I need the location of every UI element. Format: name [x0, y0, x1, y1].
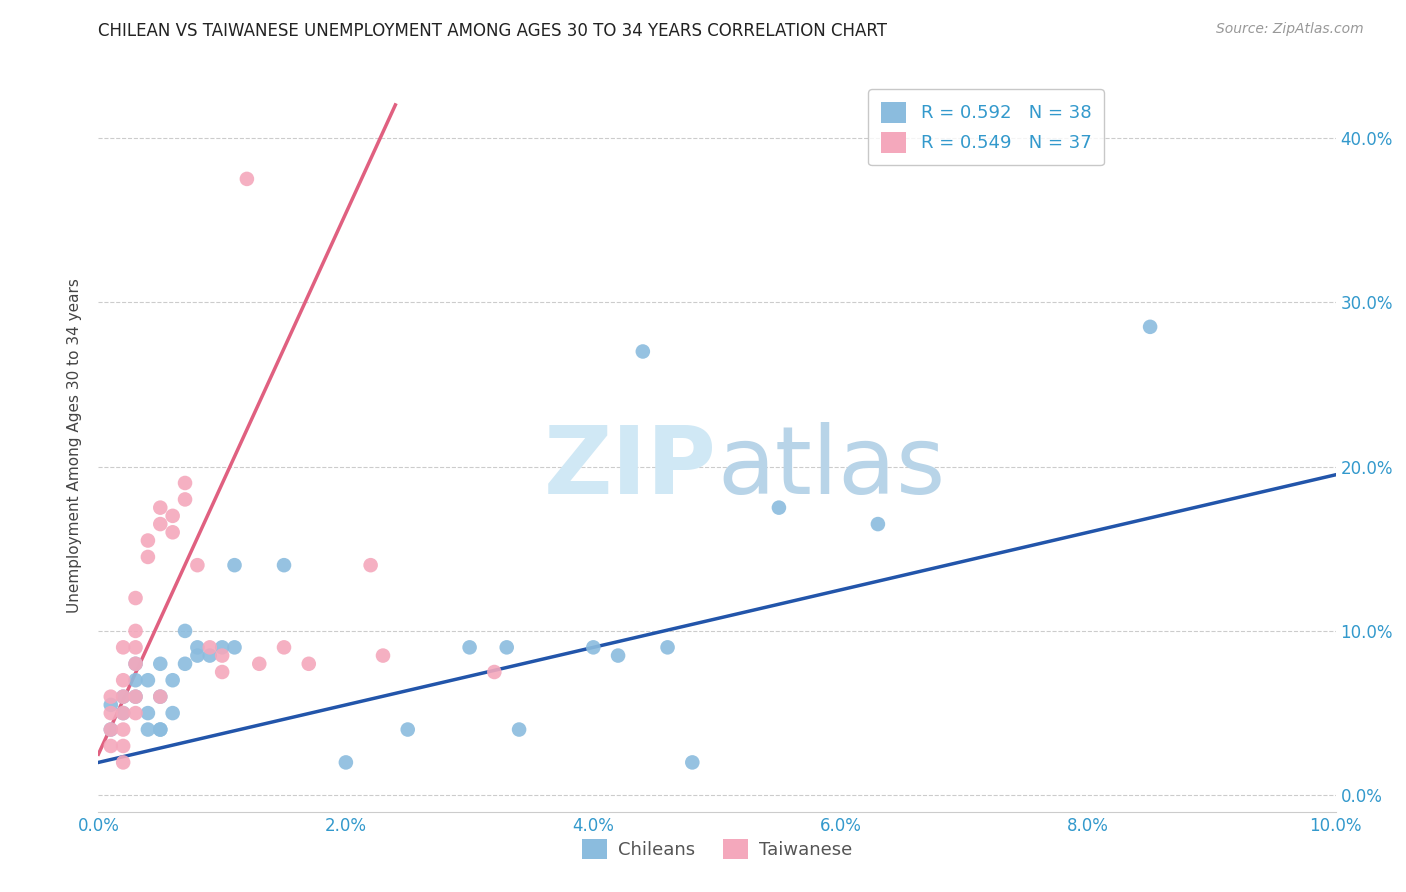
Point	[149, 723, 172, 737]
Point	[211, 640, 233, 655]
Point	[124, 657, 146, 671]
Point	[112, 756, 135, 770]
Point	[162, 508, 184, 523]
Point	[124, 690, 146, 704]
Point	[162, 525, 184, 540]
Point	[236, 172, 259, 186]
Point	[149, 723, 172, 737]
Point	[247, 657, 270, 671]
Point	[136, 723, 159, 737]
Point	[112, 640, 135, 655]
Point	[149, 657, 172, 671]
Point	[335, 756, 357, 770]
Point	[607, 648, 630, 663]
Y-axis label: Unemployment Among Ages 30 to 34 years: Unemployment Among Ages 30 to 34 years	[67, 278, 83, 614]
Point	[112, 706, 135, 720]
Point	[136, 673, 159, 688]
Text: CHILEAN VS TAIWANESE UNEMPLOYMENT AMONG AGES 30 TO 34 YEARS CORRELATION CHART: CHILEAN VS TAIWANESE UNEMPLOYMENT AMONG …	[98, 22, 887, 40]
Point	[186, 558, 208, 573]
Point	[198, 640, 221, 655]
Point	[100, 698, 122, 712]
Point	[211, 648, 233, 663]
Point	[124, 706, 146, 720]
Point	[112, 739, 135, 753]
Point	[124, 591, 146, 605]
Point	[162, 673, 184, 688]
Point	[149, 690, 172, 704]
Point	[136, 549, 159, 564]
Point	[657, 640, 679, 655]
Point	[186, 648, 208, 663]
Point	[631, 344, 654, 359]
Point	[136, 533, 159, 548]
Point	[174, 657, 197, 671]
Point	[149, 500, 172, 515]
Point	[866, 517, 889, 532]
Point	[273, 558, 295, 573]
Legend: Chileans, Taiwanese: Chileans, Taiwanese	[574, 830, 860, 869]
Point	[495, 640, 517, 655]
Point	[136, 706, 159, 720]
Text: atlas: atlas	[717, 422, 945, 514]
Point	[100, 690, 122, 704]
Point	[198, 648, 221, 663]
Point	[582, 640, 605, 655]
Point	[508, 723, 530, 737]
Point	[273, 640, 295, 655]
Point	[186, 640, 208, 655]
Point	[149, 517, 172, 532]
Point	[124, 690, 146, 704]
Text: Source: ZipAtlas.com: Source: ZipAtlas.com	[1216, 22, 1364, 37]
Point	[298, 657, 321, 671]
Point	[100, 706, 122, 720]
Point	[174, 624, 197, 638]
Point	[100, 739, 122, 753]
Point	[124, 673, 146, 688]
Point	[1139, 319, 1161, 334]
Point	[124, 657, 146, 671]
Point	[484, 665, 506, 679]
Point	[396, 723, 419, 737]
Point	[112, 690, 135, 704]
Point	[224, 640, 246, 655]
Point	[458, 640, 481, 655]
Point	[124, 624, 146, 638]
Point	[112, 673, 135, 688]
Point	[681, 756, 703, 770]
Point	[162, 706, 184, 720]
Point	[224, 558, 246, 573]
Point	[112, 690, 135, 704]
Point	[174, 492, 197, 507]
Point	[100, 723, 122, 737]
Point	[211, 665, 233, 679]
Point	[124, 640, 146, 655]
Text: ZIP: ZIP	[544, 422, 717, 514]
Point	[360, 558, 382, 573]
Point	[768, 500, 790, 515]
Point	[112, 706, 135, 720]
Point	[112, 723, 135, 737]
Point	[174, 475, 197, 490]
Point	[100, 723, 122, 737]
Point	[371, 648, 394, 663]
Point	[149, 690, 172, 704]
